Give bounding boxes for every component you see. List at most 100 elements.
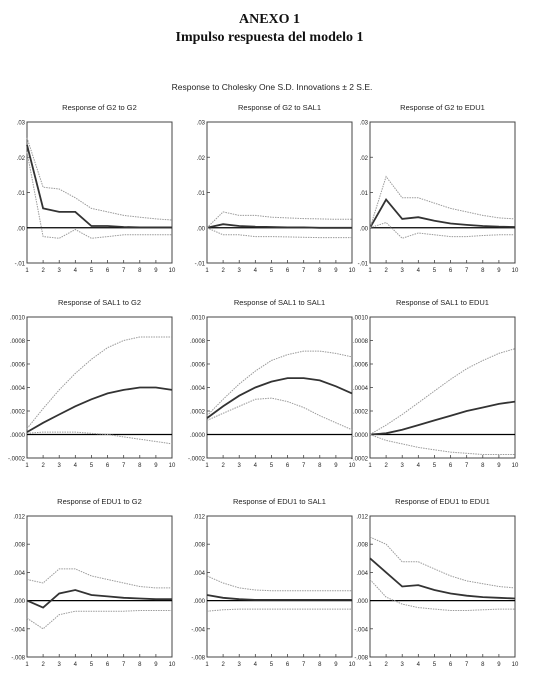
panel-title: Response of EDU1 to SAL1 xyxy=(233,497,326,506)
y-tick-label: .000 xyxy=(356,599,368,605)
y-tick-label: .02 xyxy=(197,156,206,162)
x-tick-label: 2 xyxy=(384,268,388,274)
y-tick-label: .012 xyxy=(356,515,368,521)
x-tick-label: 4 xyxy=(417,268,421,274)
y-tick-label: .000 xyxy=(13,599,25,605)
x-tick-label: 5 xyxy=(90,463,94,469)
confidence-band-upper xyxy=(369,348,516,435)
figure-title: Response to Cholesky One S.D. Innovation… xyxy=(172,82,373,92)
response-line xyxy=(369,557,516,600)
x-tick-label: 2 xyxy=(384,662,388,668)
panel-title: Response of SAL1 to SAL1 xyxy=(234,298,325,307)
y-tick-label: .008 xyxy=(356,543,368,549)
x-tick-label: 5 xyxy=(90,268,94,274)
y-tick-label: .004 xyxy=(356,571,368,577)
y-tick-label: .00 xyxy=(17,226,26,232)
x-tick-label: 7 xyxy=(302,463,306,469)
response-line xyxy=(26,144,172,229)
confidence-band-upper xyxy=(206,350,353,417)
x-tick-label: 10 xyxy=(512,268,519,274)
x-tick-label: 3 xyxy=(238,662,242,668)
x-tick-label: 6 xyxy=(106,662,110,668)
panel-frame xyxy=(206,316,353,459)
response-line xyxy=(369,400,516,436)
confidence-band-lower xyxy=(206,397,353,431)
y-tick-label: .0008 xyxy=(190,339,206,345)
panel-title: Response of SAL1 to G2 xyxy=(58,298,141,307)
panel-title: Response of EDU1 to EDU1 xyxy=(395,497,490,506)
confidence-band-upper xyxy=(206,211,352,229)
x-tick-label: 9 xyxy=(497,463,501,469)
x-tick-label: 4 xyxy=(74,662,78,668)
confidence-band-lower xyxy=(26,151,172,239)
x-tick-label: 9 xyxy=(497,662,501,668)
x-tick-label: 1 xyxy=(25,662,29,668)
x-tick-label: 4 xyxy=(417,463,421,469)
x-tick-label: 6 xyxy=(106,463,110,469)
x-tick-label: 8 xyxy=(318,662,322,668)
x-tick-label: 5 xyxy=(270,463,274,469)
x-tick-label: 1 xyxy=(368,268,372,274)
response-line xyxy=(369,198,516,229)
y-tick-label: .0008 xyxy=(10,339,26,345)
y-tick-label: .0010 xyxy=(353,316,369,322)
y-tick-label: .0000 xyxy=(353,433,369,439)
y-tick-label: -.008 xyxy=(354,656,368,662)
x-tick-label: 8 xyxy=(138,268,142,274)
x-tick-label: 2 xyxy=(384,463,388,469)
y-tick-label: .0000 xyxy=(190,433,206,439)
x-tick-label: 3 xyxy=(401,463,405,469)
x-tick-label: 10 xyxy=(349,268,356,274)
x-tick-label: 6 xyxy=(449,268,453,274)
confidence-band-lower xyxy=(26,610,172,630)
confidence-band-upper xyxy=(369,536,516,589)
irf-panel: Response of SAL1 to SAL1 .0010 .0008 .0006.… xyxy=(188,298,356,469)
confidence-band-upper xyxy=(26,137,173,221)
confidence-band-upper xyxy=(206,575,352,592)
x-tick-label: 2 xyxy=(221,268,225,274)
y-tick-label: .0010 xyxy=(190,316,206,322)
x-tick-label: 3 xyxy=(58,662,62,668)
confidence-band-upper xyxy=(26,336,172,429)
x-tick-label: 7 xyxy=(465,463,469,469)
y-tick-label: .0004 xyxy=(10,386,26,392)
x-tick-label: 8 xyxy=(481,662,485,668)
x-tick-label: 4 xyxy=(254,268,258,274)
y-tick-label: .012 xyxy=(13,515,25,521)
y-tick-label: .0008 xyxy=(353,339,369,345)
y-tick-label: .008 xyxy=(13,543,25,549)
x-tick-label: 7 xyxy=(302,662,306,668)
x-tick-label: 9 xyxy=(334,463,338,469)
x-tick-label: 3 xyxy=(401,662,405,668)
x-tick-label: 6 xyxy=(286,463,290,469)
y-tick-label: .0002 xyxy=(353,410,369,416)
y-tick-label: .01 xyxy=(197,191,206,197)
confidence-band-lower xyxy=(369,579,515,611)
x-tick-label: 4 xyxy=(74,268,78,274)
y-tick-label: -.01 xyxy=(195,262,206,268)
y-tick-label: .000 xyxy=(193,599,205,605)
y-tick-label: .03 xyxy=(197,121,206,127)
x-tick-label: 9 xyxy=(154,463,158,469)
panel-frame xyxy=(206,121,353,264)
y-tick-label: .0006 xyxy=(10,363,26,369)
irf-panel: Response of EDU1 to G2 .012 .008 .004 .000 -.… xyxy=(11,497,176,668)
confidence-band-upper xyxy=(369,175,516,228)
x-tick-label: 6 xyxy=(449,463,453,469)
x-tick-label: 3 xyxy=(401,268,405,274)
x-tick-label: 1 xyxy=(25,268,29,274)
y-tick-label: .00 xyxy=(197,226,206,232)
x-tick-label: 7 xyxy=(465,662,469,668)
x-tick-label: 8 xyxy=(481,268,485,274)
y-tick-label: -.004 xyxy=(354,627,368,633)
y-tick-label: -.004 xyxy=(11,627,25,633)
x-tick-label: 6 xyxy=(286,662,290,668)
x-tick-label: 4 xyxy=(254,662,258,668)
irf-panel: Response of G2 to SAL1 .03 .02 .01 .00 -.011 2… xyxy=(195,103,356,274)
y-tick-label: .008 xyxy=(193,543,205,549)
x-tick-label: 2 xyxy=(41,463,45,469)
x-tick-label: 8 xyxy=(481,463,485,469)
x-tick-label: 10 xyxy=(349,662,356,668)
x-tick-label: 4 xyxy=(417,662,421,668)
x-tick-label: 9 xyxy=(154,268,158,274)
